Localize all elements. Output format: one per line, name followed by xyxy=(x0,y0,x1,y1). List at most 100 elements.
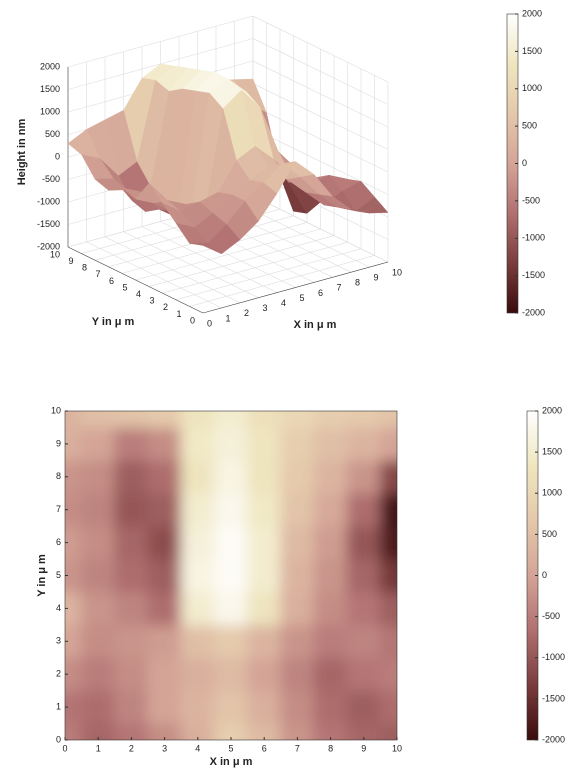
heatmap-cell xyxy=(280,426,315,461)
heatmap-cell xyxy=(114,690,149,725)
y-tick-label: 0 xyxy=(56,734,61,744)
heatmap-cell xyxy=(313,525,348,560)
heatmap-cell xyxy=(114,525,149,560)
y-tick-label: 6 xyxy=(56,537,61,547)
heatmap-cell xyxy=(247,558,282,593)
y-tick-label: 2 xyxy=(56,669,61,679)
colorbar-tick-label: -2000 xyxy=(542,734,565,744)
heatmap-cell xyxy=(280,657,315,692)
heatmap-cell xyxy=(114,723,149,740)
grid-line xyxy=(162,241,348,294)
heatmap-cell xyxy=(280,624,315,659)
heatmap-cell xyxy=(213,426,249,461)
y-tick-label: 8 xyxy=(82,263,87,273)
y-tick-label: 0 xyxy=(190,315,195,325)
heatmap-cell xyxy=(114,657,149,692)
heatmap-cell xyxy=(147,426,182,461)
y-tick-label: 8 xyxy=(56,471,61,481)
heatmap-cell xyxy=(81,558,116,593)
heatmap-cell xyxy=(247,525,282,560)
heatmap-cell xyxy=(114,591,149,626)
heatmap-cell xyxy=(147,525,182,560)
x-tick-label: 6 xyxy=(318,288,323,298)
heatmap-cell xyxy=(280,723,315,740)
heatmap-cell xyxy=(313,459,348,494)
heatmap-cell xyxy=(313,624,348,659)
y-tick-label: 10 xyxy=(50,249,60,259)
heatmap-cell xyxy=(346,558,381,593)
heatmap-cell xyxy=(313,690,348,725)
x-tick-label: 1 xyxy=(226,313,231,323)
y-tick-label: 2 xyxy=(163,302,168,312)
heatmap-cell xyxy=(379,459,397,494)
y-tick-label: 3 xyxy=(56,636,61,646)
grid-line xyxy=(252,60,389,128)
colorbar-tick-label: -1000 xyxy=(542,652,565,662)
surface-patch xyxy=(189,242,222,255)
grid-line xyxy=(252,105,389,173)
x-tick-label: 9 xyxy=(374,272,379,282)
y-tick-label: 7 xyxy=(95,269,100,279)
heatmap-cell xyxy=(147,624,182,659)
heatmap-cell xyxy=(247,624,282,659)
grid-line xyxy=(67,15,254,68)
y-tick-label: 1 xyxy=(56,701,61,711)
colorbar-tick-label: 0 xyxy=(522,158,527,168)
heatmap-cell xyxy=(379,591,397,626)
heatmap-cell xyxy=(280,591,315,626)
heatmap-cell xyxy=(346,426,381,461)
heatmap-cell xyxy=(65,723,83,740)
heatmap-cell xyxy=(81,492,116,527)
y-axis-label: Y in μ m xyxy=(92,316,135,328)
heatmap-cell xyxy=(180,591,215,626)
heatmap-cell xyxy=(180,690,215,725)
heatmap-cells xyxy=(65,411,397,740)
grid-line xyxy=(252,195,389,263)
heatmap-cell xyxy=(114,558,149,593)
z-tick-label: 0 xyxy=(55,151,60,161)
y-tick-label: 6 xyxy=(109,276,114,286)
grid-line xyxy=(252,15,389,83)
heatmap-cell xyxy=(65,459,83,494)
heatmap-cell xyxy=(346,459,381,494)
heatmap-cell xyxy=(65,558,83,593)
x-tick-label: 0 xyxy=(62,743,67,753)
heatmap-cell xyxy=(180,525,215,560)
z-tick-label: -1500 xyxy=(37,219,60,229)
heatmap-cell xyxy=(114,492,149,527)
heatmap-cell xyxy=(180,459,215,494)
y-tick-label: 9 xyxy=(68,256,73,266)
heatmap-cell xyxy=(313,657,348,692)
axis-line xyxy=(202,261,389,314)
heatmap-cell xyxy=(247,492,282,527)
heatmap-cell xyxy=(81,690,116,725)
colorbar-tick-label: 2000 xyxy=(542,405,562,415)
heatmap-cell xyxy=(180,723,215,740)
heatmap-cell xyxy=(180,558,215,593)
x-tick-label: 2 xyxy=(244,308,249,318)
z-tick-label: -1000 xyxy=(37,196,60,206)
x-tick-label: 9 xyxy=(361,743,366,753)
heatmap-cell xyxy=(346,411,381,428)
x-tick-label: 8 xyxy=(328,743,333,753)
y-tick-label: 5 xyxy=(122,282,127,292)
heatmap-cell xyxy=(213,558,249,593)
heatmap-cell xyxy=(346,624,381,659)
heatmap-cell xyxy=(147,492,182,527)
x-tick-label: 5 xyxy=(228,743,233,753)
heatmap-cell xyxy=(147,690,182,725)
heatmap-cell xyxy=(346,690,381,725)
heatmap-cell xyxy=(81,411,116,428)
heatmap-cell xyxy=(65,492,83,527)
colorbar-tick-label: -1500 xyxy=(542,693,565,703)
x-tick-label: 10 xyxy=(392,267,402,277)
heatmap-cell xyxy=(213,657,249,692)
colorbar-tick-label: 1500 xyxy=(522,46,542,56)
y-tick-label: 7 xyxy=(56,504,61,514)
heatmap-cell xyxy=(379,411,397,428)
colorbar-tick-label: 2000 xyxy=(522,8,542,18)
heatmap-cell xyxy=(247,459,282,494)
heatmap-cell xyxy=(180,657,215,692)
heatmap-cell xyxy=(213,624,249,659)
